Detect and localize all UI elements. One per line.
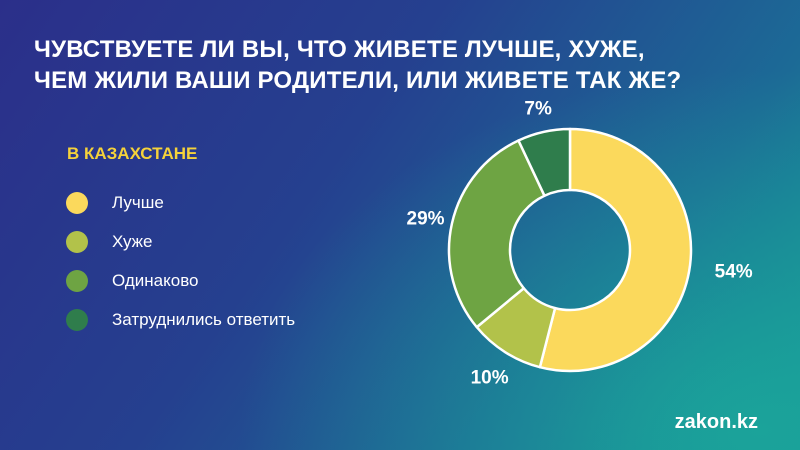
legend-item-unsure: Затруднились ответить [66,307,295,332]
data-label-unsure: 7% [524,99,552,120]
data-label-better: 54% [715,262,753,283]
legend-label-worse: Хуже [112,231,153,251]
donut-slice-better [538,127,693,373]
legend-swatch-better [66,191,88,214]
donut-slice-same [447,139,546,329]
legend-item-worse: Хуже [66,229,295,254]
legend: Лучше Хуже Одинаково Затруднились ответи… [66,190,295,346]
legend-label-better: Лучше [112,192,164,212]
legend-label-same: Одинаково [112,270,199,290]
region-label: В КАЗАХСТАНЕ [67,144,198,163]
donut-slice-unsure [517,127,572,197]
title-line-2: ЧЕМ ЖИЛИ ВАШИ РОДИТЕЛИ, ИЛИ ЖИВЕТЕ ТАК Ж… [34,67,682,94]
legend-item-better: Лучше [66,190,295,215]
legend-swatch-unsure [66,308,88,331]
title-line-1: ЧУВСТВУЕТЕ ЛИ ВЫ, ЧТО ЖИВЕТЕ ЛУЧШЕ, ХУЖЕ… [34,36,645,63]
donut-chart-svg: 54% 10% 29% 7% [407,99,753,389]
brand-logo: zakon.kz [674,411,758,433]
data-label-same: 29% [407,209,445,230]
legend-label-unsure: Затруднились ответить [112,309,296,329]
data-label-worse: 10% [471,368,509,389]
legend-swatch-same [66,269,88,292]
donut-chart: 54% 10% 29% 7% [360,80,780,400]
legend-item-same: Одинаково [66,268,295,293]
chart-title: ЧУВСТВУЕТЕ ЛИ ВЫ, ЧТО ЖИВЕТЕ ЛУЧШЕ, ХУЖЕ… [34,34,774,96]
legend-swatch-worse [66,230,88,253]
